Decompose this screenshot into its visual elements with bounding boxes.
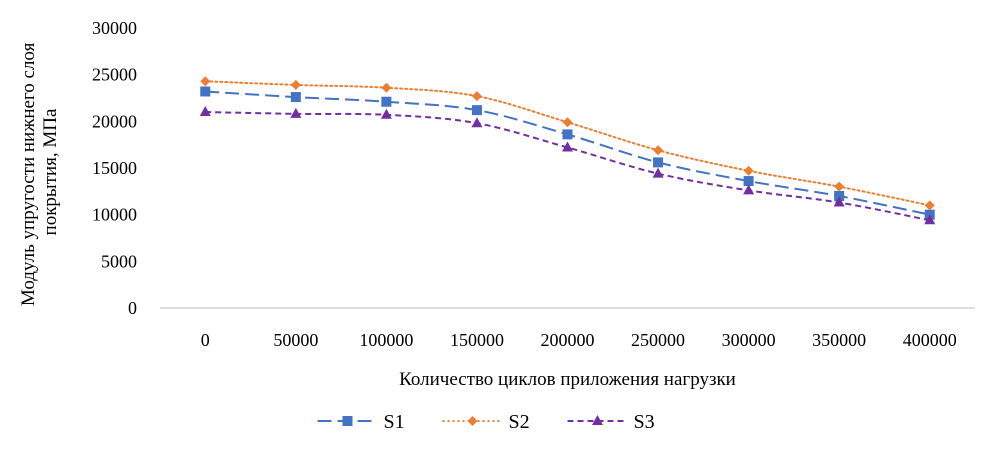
legend-marker-s3 xyxy=(592,415,603,425)
data-point-s1 xyxy=(834,191,845,201)
series-s2 xyxy=(200,76,935,211)
y-tick-label: 20000 xyxy=(92,111,137,131)
x-tick-label: 300000 xyxy=(722,330,776,350)
y-tick-label: 25000 xyxy=(92,65,137,85)
y-axis-title: Модуль упругости нижнего слоя покрытия, … xyxy=(18,38,61,306)
data-point-s1 xyxy=(743,176,754,187)
x-tick-label: 250000 xyxy=(631,330,685,350)
legend-label-s1: S1 xyxy=(384,411,405,433)
data-point-s1 xyxy=(381,96,392,107)
series-s3 xyxy=(199,106,936,225)
data-point-s2 xyxy=(200,76,211,87)
data-point-s2 xyxy=(562,117,573,128)
legend-marker-s2 xyxy=(467,416,478,426)
y-tick-label: 10000 xyxy=(92,205,137,225)
data-point-s3 xyxy=(743,184,755,195)
series-line-s1 xyxy=(205,90,930,216)
data-point-s1 xyxy=(562,129,573,140)
x-tick-label: 400000 xyxy=(903,330,957,350)
x-tick-label: 100000 xyxy=(359,330,413,350)
x-axis-title: Количество циклов приложения нагрузки xyxy=(399,369,736,390)
data-point-s1 xyxy=(471,105,482,116)
data-point-s3 xyxy=(199,106,211,116)
legend-label-s2: S2 xyxy=(509,411,530,433)
data-point-s2 xyxy=(653,145,664,156)
data-point-s2 xyxy=(381,82,392,93)
legend-item-s3: S3 xyxy=(567,411,655,433)
y-tick-label: 30000 xyxy=(92,18,137,38)
data-point-s3 xyxy=(471,117,483,128)
series-line-s3 xyxy=(205,111,930,222)
y-axis-title-line-2: покрытия, МПа xyxy=(40,108,61,235)
data-point-s1 xyxy=(653,157,664,168)
y-tick-label: 5000 xyxy=(101,251,137,271)
data-point-s1 xyxy=(290,92,301,103)
data-point-s3 xyxy=(562,141,573,152)
data-point-s2 xyxy=(290,79,301,90)
data-point-s2 xyxy=(471,91,482,102)
x-tick-label: 0 xyxy=(201,330,210,350)
y-axis-title-line-1: Модуль упругости нижнего слоя xyxy=(18,42,39,306)
series-layer xyxy=(199,76,936,225)
legend-marker-s1 xyxy=(342,416,353,426)
data-point-s3 xyxy=(924,214,936,225)
x-tick-label: 200000 xyxy=(541,330,595,350)
x-tick-label: 150000 xyxy=(450,330,504,350)
legend-item-s1: S1 xyxy=(317,411,405,433)
data-point-s3 xyxy=(652,167,664,178)
legend-label-s3: S3 xyxy=(634,411,655,433)
data-point-s1 xyxy=(200,86,211,97)
data-point-s2 xyxy=(743,165,754,176)
data-point-s3 xyxy=(290,107,302,118)
y-tick-label: 15000 xyxy=(92,158,137,178)
data-point-s3 xyxy=(380,108,392,119)
x-tick-label: 50000 xyxy=(273,330,318,350)
data-point-s2 xyxy=(834,181,845,192)
legend: S1 S2 S3 xyxy=(317,411,655,433)
data-point-s3 xyxy=(833,196,845,207)
y-axis-tick-labels: 0 5000 10000 15000 20000 25000 30000 xyxy=(92,18,137,318)
data-point-s2 xyxy=(924,200,935,211)
x-axis-tick-labels: 0 50000 100000 150000 200000 250000 300000 3500… xyxy=(201,330,957,350)
series-s1 xyxy=(200,86,935,220)
x-tick-label: 350000 xyxy=(812,330,866,350)
legend-item-s2: S2 xyxy=(442,411,530,433)
y-tick-label: 0 xyxy=(128,298,137,318)
